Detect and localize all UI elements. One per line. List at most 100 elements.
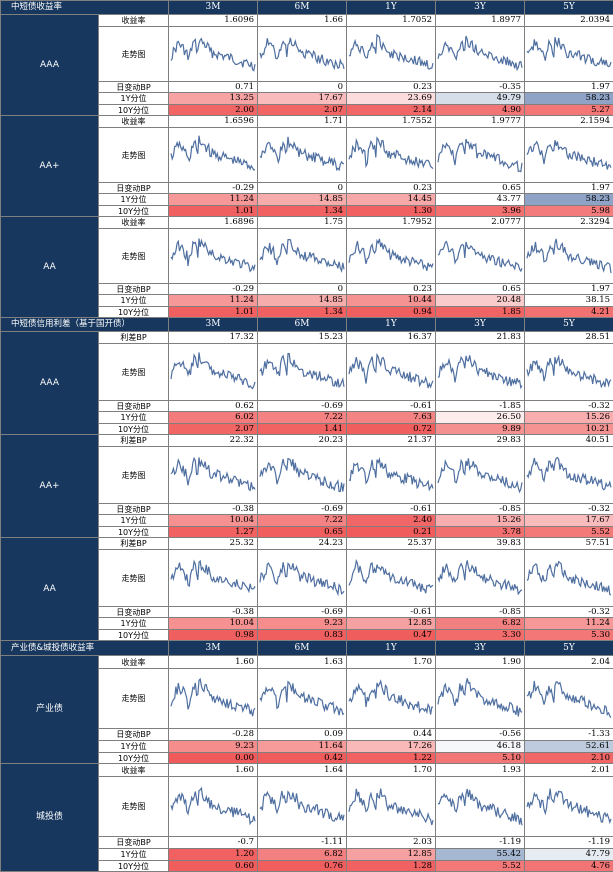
- row-label: 收益率: [99, 656, 169, 669]
- value-cell: 1.27: [169, 527, 258, 538]
- sparkline-line: [260, 682, 344, 716]
- sparkline-cell: [525, 229, 613, 284]
- sparkline-line: [349, 561, 433, 593]
- value-cell: 58.23: [525, 194, 613, 206]
- sparkline-chart: [169, 669, 257, 728]
- sparkline-cell: [169, 550, 258, 607]
- value-cell: 2.10: [525, 753, 613, 764]
- value-cell: 1.70: [347, 656, 436, 669]
- sparkline-cell: [258, 27, 347, 82]
- value-cell: 57.51: [525, 538, 613, 550]
- row-label: 走势图: [99, 550, 169, 607]
- group-name: AA: [1, 538, 99, 641]
- value-cell: 0.60: [169, 861, 258, 872]
- value-cell: 1.97: [525, 183, 613, 194]
- row-label: 1Y分位: [99, 515, 169, 527]
- value-cell: 14.85: [258, 194, 347, 206]
- sparkline-cell: [169, 777, 258, 837]
- group-name: 城投债: [1, 764, 99, 872]
- sparkline-chart: [169, 550, 257, 606]
- group-name: AA+: [1, 435, 99, 538]
- value-cell: -0.32: [525, 504, 613, 515]
- sparkline-line: [171, 561, 255, 591]
- value-cell: 0.94: [347, 307, 436, 318]
- row-label: 日变动BP: [99, 837, 169, 849]
- sparkline-line: [527, 681, 611, 718]
- row-label: 10Y分位: [99, 105, 169, 116]
- sparkline-line: [438, 355, 522, 387]
- value-cell: 17.26: [347, 741, 436, 753]
- row-label: 日变动BP: [99, 183, 169, 194]
- value-cell: 25.32: [169, 538, 258, 550]
- sparkline-line: [349, 355, 433, 388]
- sparkline-cell: [525, 344, 613, 401]
- row-label: 日变动BP: [99, 82, 169, 93]
- sparkline-cell: [436, 229, 525, 284]
- row-label: 10Y分位: [99, 861, 169, 872]
- sparkline-cell: [525, 669, 613, 729]
- sparkline-cell: [525, 447, 613, 504]
- row-label: 收益率: [99, 217, 169, 229]
- sparkline-line: [260, 137, 344, 170]
- value-cell: -0.61: [347, 401, 436, 412]
- sparkline-line: [260, 562, 344, 594]
- sparkline-cell: [525, 777, 613, 837]
- sparkline-cell: [258, 344, 347, 401]
- sparkline-cell: [258, 128, 347, 183]
- sparkline-cell: [436, 447, 525, 504]
- value-cell: 1.6896: [169, 217, 258, 229]
- sparkline-cell: [436, 550, 525, 607]
- value-cell: 2.1594: [525, 116, 613, 128]
- sparkline-line: [438, 458, 522, 491]
- sparkline-line: [349, 459, 433, 489]
- sparkline-cell: [436, 27, 525, 82]
- value-cell: 5.98: [525, 206, 613, 217]
- sparkline-chart: [169, 128, 257, 182]
- value-cell: 20.23: [258, 435, 347, 447]
- value-cell: 5.52: [436, 861, 525, 872]
- value-cell: 14.45: [347, 194, 436, 206]
- value-cell: 1.85: [436, 307, 525, 318]
- value-cell: 0.23: [347, 284, 436, 295]
- sparkline-line: [527, 37, 611, 66]
- column-header-3M: 3M: [169, 1, 258, 15]
- sparkline-cell: [258, 550, 347, 607]
- sparkline-chart: [258, 447, 346, 503]
- value-cell: 2.07: [169, 424, 258, 435]
- sparkline-line: [260, 459, 344, 492]
- row-label: 10Y分位: [99, 753, 169, 764]
- value-cell: -0.38: [169, 607, 258, 618]
- value-cell: 3.78: [436, 527, 525, 538]
- sparkline-line: [438, 560, 522, 594]
- value-cell: 0.44: [347, 729, 436, 741]
- sparkline-cell: [436, 777, 525, 837]
- sparkline-chart: [258, 128, 346, 182]
- column-header-3Y: 3Y: [436, 1, 525, 15]
- sparkline-line: [171, 457, 255, 490]
- value-cell: -0.35: [436, 82, 525, 93]
- row-label: 10Y分位: [99, 527, 169, 538]
- value-cell: 1.7552: [347, 116, 436, 128]
- column-header-6M: 6M: [258, 1, 347, 15]
- group-name: AAA: [1, 332, 99, 435]
- value-cell: 23.69: [347, 93, 436, 105]
- value-cell: 5.52: [525, 527, 613, 538]
- sparkline-line: [349, 138, 433, 169]
- sparkline-chart: [436, 550, 524, 606]
- sparkline-chart: [258, 27, 346, 81]
- sparkline-cell: [347, 550, 436, 607]
- value-cell: 1.60: [169, 764, 258, 777]
- value-cell: 0.71: [169, 82, 258, 93]
- value-cell: 22.32: [169, 435, 258, 447]
- value-cell: 15.23: [258, 332, 347, 344]
- value-cell: 0.83: [258, 630, 347, 641]
- sparkline-chart: [169, 229, 257, 283]
- value-cell: 58.23: [525, 93, 613, 105]
- sparkline-cell: [525, 27, 613, 82]
- sparkline-chart: [347, 669, 435, 728]
- sparkline-chart: [525, 27, 613, 81]
